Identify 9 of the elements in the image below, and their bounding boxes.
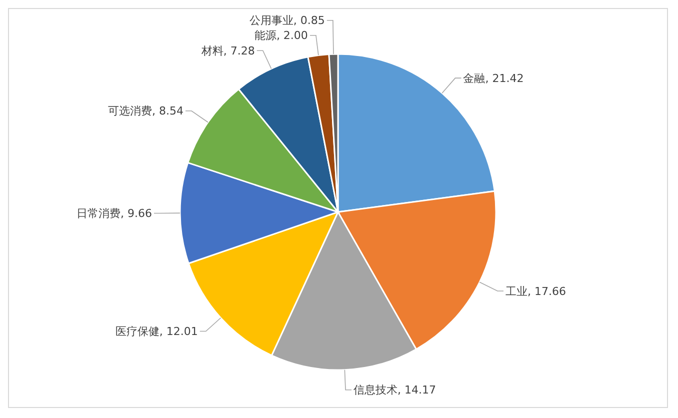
slice-label: 可选消费, 8.54	[108, 104, 184, 118]
slice-label: 医疗保健, 12.01	[115, 325, 198, 338]
slice-label: 材料, 7.28	[200, 44, 255, 58]
slice-label: 能源, 2.00	[254, 29, 308, 42]
slice-label: 日常消费, 9.66	[76, 207, 152, 220]
slice-label: 公用事业, 0.85	[249, 14, 325, 28]
slice-label: 信息技术, 14.17	[354, 384, 436, 397]
slice-label: 工业, 17.66	[505, 284, 566, 298]
slice-label: 金融, 21.42	[463, 72, 524, 85]
